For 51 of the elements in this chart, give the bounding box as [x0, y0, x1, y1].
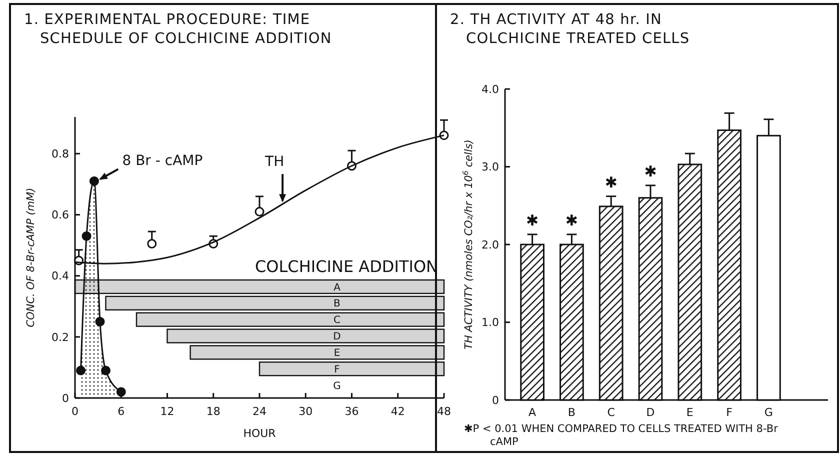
y-tick-label: 4.0	[482, 82, 499, 96]
y-tick-label: 0.2	[52, 330, 69, 344]
text: ✱P < 0.01 WHEN COMPARED TO CELLS TREATED WITH 8-Br cAMP	[464, 423, 779, 448]
x-tick-label: F	[726, 406, 732, 419]
data-label: ✱	[644, 162, 657, 181]
data-label: ✱	[565, 212, 578, 230]
chart-title: 1. EXPERIMENTAL PROCEDURE: TIME SCHEDULE OF COLCHICINE ADDITION	[24, 12, 332, 47]
x-tick-label: 0	[72, 405, 78, 418]
y-tick-label: 1.0	[482, 316, 499, 330]
x-axis-title: HOUR	[243, 427, 276, 440]
x-tick-label: 42	[390, 405, 405, 418]
point	[82, 231, 92, 241]
x-tick-label: 24	[252, 405, 266, 418]
data-label: ✱	[604, 174, 618, 192]
x-tick-label: E	[686, 406, 694, 419]
x-tick-label: G	[764, 406, 773, 419]
point	[95, 316, 105, 326]
x-tick-label: 12	[160, 405, 174, 418]
x-tick-label: B	[568, 406, 576, 419]
x-tick-label: 18	[206, 405, 220, 418]
y-tick-label: E	[334, 348, 340, 360]
y-tick-label: 0	[492, 394, 499, 407]
y-tick-label: B	[334, 298, 341, 310]
data-label: ✱	[526, 212, 539, 230]
y-tick-label: C	[334, 315, 340, 326]
y-tick-label: D	[333, 332, 342, 343]
y-tick-label: 0.6	[52, 208, 69, 222]
y-tick-label: 2.0	[482, 238, 499, 252]
x-tick-label: 48	[437, 405, 451, 418]
point	[89, 176, 99, 186]
point	[147, 239, 157, 249]
x-tick-label: 6	[118, 405, 125, 418]
series-label: 8 Br - cAMP	[122, 153, 203, 170]
y-tick-label: F	[334, 364, 340, 376]
y-tick-label: 3.0	[482, 160, 499, 174]
x-tick-label: 36	[344, 405, 359, 418]
y-tick-label: 0.4	[52, 270, 69, 283]
y-tick-label: 0.8	[52, 148, 69, 160]
point	[101, 366, 110, 376]
x-tick-label: C	[607, 406, 616, 419]
y-tick-label: 0	[62, 392, 69, 405]
x-tick-label: D	[646, 406, 655, 419]
point	[76, 366, 86, 376]
x-tick-label: A	[528, 406, 537, 419]
y-tick-label: A	[334, 282, 341, 294]
chart-title: 2. TH ACTIVITY AT 48 hr. IN COLCHICINE TREATED CELLS	[450, 12, 690, 47]
text: TH	[264, 154, 284, 170]
y-axis-title: CONC. OF 8-Br-cAMP (mM)	[25, 188, 37, 328]
point	[254, 206, 264, 216]
y-tick-label: G	[333, 380, 341, 392]
x-tick-label: 30	[298, 405, 313, 418]
